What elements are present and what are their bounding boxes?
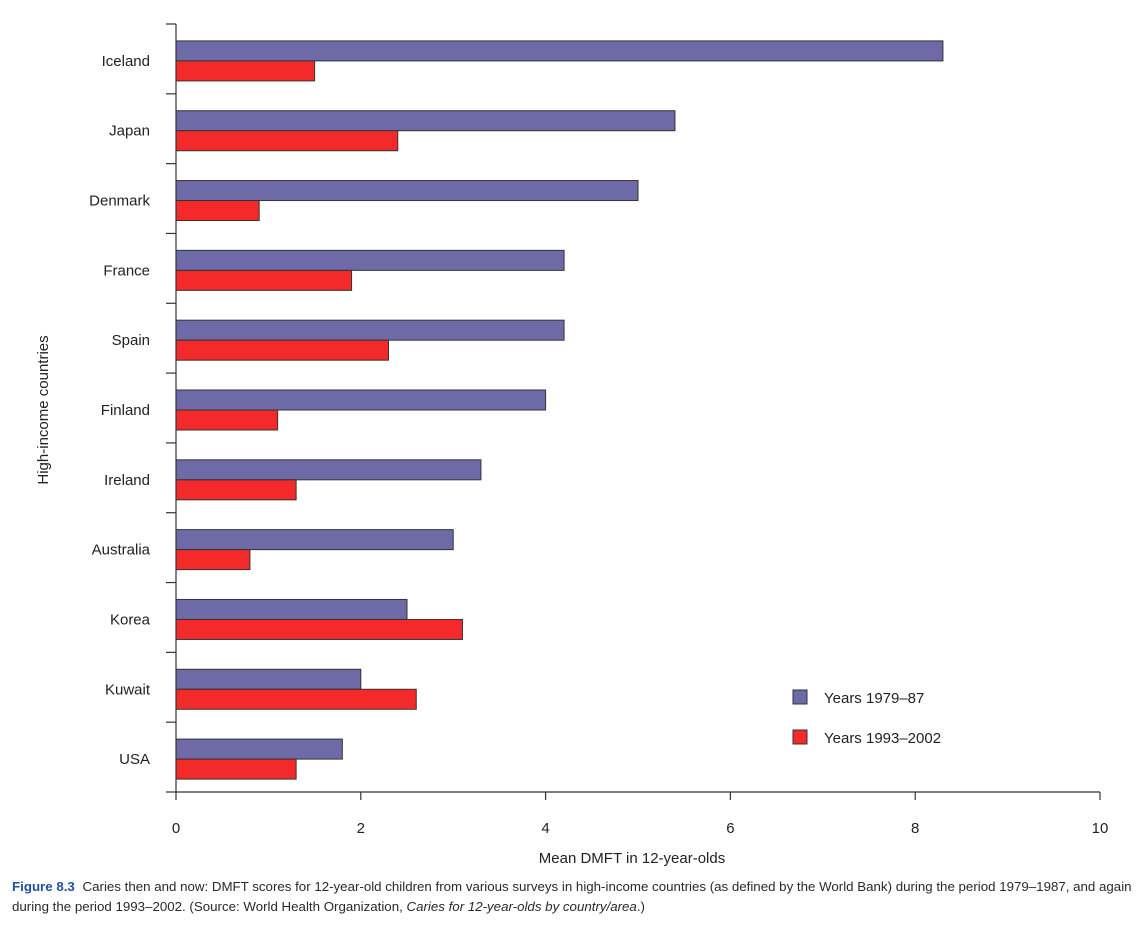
bar-usa-series-1	[175, 738, 343, 760]
bar-france-series-1	[175, 249, 565, 271]
bar-ireland-series-1	[175, 459, 482, 481]
caption-text: Caries then and now: DMFT scores for 12-…	[12, 879, 1132, 914]
category-label-denmark: Denmark	[89, 193, 150, 210]
x-tick-label-8: 8	[911, 820, 919, 837]
caption-end: .)	[636, 899, 645, 914]
bar-spain-series-1	[175, 319, 565, 341]
bar-kuwait-series-1	[175, 668, 362, 690]
legend: Years 1979–87 Years 1993–2002	[792, 689, 941, 747]
category-label-spain: Spain	[112, 332, 150, 349]
y-axis-title: High-income countries	[35, 335, 52, 484]
bar-finland-series-1	[175, 389, 547, 411]
category-label-iceland: Iceland	[102, 53, 150, 70]
legend-swatch-series-2	[792, 729, 808, 745]
x-tick-label-4: 4	[541, 820, 549, 837]
bars-group	[175, 40, 944, 780]
bar-korea-series-2	[175, 618, 463, 640]
figure-label: Figure 8.3	[12, 879, 75, 894]
bar-australia-series-2	[175, 549, 251, 571]
category-label-kuwait: Kuwait	[105, 681, 151, 698]
x-tick-label-6: 6	[726, 820, 734, 837]
category-label-japan: Japan	[109, 123, 150, 140]
category-label-ireland: Ireland	[104, 472, 150, 489]
bar-korea-series-1	[175, 598, 408, 620]
legend-label-series-1: Years 1979–87	[824, 690, 924, 707]
legend-swatch-series-1	[792, 689, 808, 705]
bar-australia-series-1	[175, 529, 454, 551]
bar-japan-series-2	[175, 130, 399, 152]
bar-ireland-series-2	[175, 479, 297, 501]
x-axis-title: Mean DMFT in 12-year-olds	[539, 850, 725, 867]
category-labels-group: Iceland Japan Denmark France Spain Finland Ire…	[89, 53, 151, 768]
x-tick-label-10: 10	[1092, 820, 1109, 837]
legend-label-series-2: Years 1993–2002	[824, 730, 941, 747]
bar-denmark-series-2	[175, 200, 260, 222]
bar-spain-series-2	[175, 339, 390, 361]
x-tick-label-2: 2	[357, 820, 365, 837]
x-tick-label-0: 0	[172, 820, 180, 837]
bar-chart: 0 2 4 6 8 10 Iceland Japan Denmark France Spain Fi…	[35, 23, 1109, 867]
category-label-australia: Australia	[92, 542, 151, 559]
bar-finland-series-2	[175, 409, 279, 431]
category-label-france: France	[103, 262, 150, 279]
bar-iceland-series-1	[175, 40, 944, 62]
bar-usa-series-2	[175, 758, 297, 780]
axes-group	[175, 24, 1100, 793]
figure-caption: Figure 8.3 Caries then and now: DMFT sco…	[12, 877, 1138, 917]
bar-denmark-series-1	[175, 180, 639, 202]
bar-iceland-series-2	[175, 60, 316, 82]
bar-kuwait-series-2	[175, 688, 417, 710]
x-ticks-group: 0 2 4 6 8 10	[172, 792, 1109, 837]
bar-japan-series-1	[175, 110, 676, 132]
bar-france-series-2	[175, 269, 353, 291]
category-label-korea: Korea	[110, 611, 151, 628]
y-ticks-group	[166, 23, 176, 793]
caption-source: Caries for 12-year-olds by country/area	[406, 899, 637, 914]
category-label-usa: USA	[119, 751, 150, 768]
category-label-finland: Finland	[101, 402, 150, 419]
